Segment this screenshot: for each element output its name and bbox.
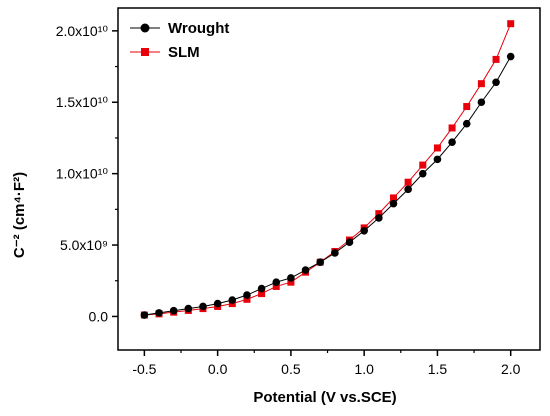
data-point [433, 155, 442, 164]
data-point [272, 278, 281, 286]
data-point [258, 290, 266, 298]
data-point [155, 309, 163, 317]
y-axis-title: C⁻² (cm⁴·F²) [11, 172, 28, 258]
data-point [492, 55, 500, 63]
series-slm [140, 20, 515, 319]
data-point [184, 304, 193, 313]
legend-marker [140, 23, 150, 33]
series-line [144, 56, 512, 316]
series-wrought [140, 52, 515, 319]
x-axis-title: Potential (V vs.SCE) [253, 389, 396, 406]
x-tick-label: -0.5 [132, 361, 156, 377]
data-point [477, 98, 486, 107]
data-point [199, 302, 207, 311]
data-point [345, 238, 354, 246]
legend-item: SLM [130, 44, 200, 61]
y-tick-label: 2.0x10¹⁰ [56, 23, 109, 39]
data-point [316, 258, 325, 266]
data-point [404, 178, 412, 186]
data-point [228, 296, 237, 304]
data-point [389, 199, 398, 208]
data-point [140, 311, 149, 319]
x-tick-label: 0.0 [208, 361, 228, 377]
data-point [272, 282, 280, 290]
data-point [213, 299, 222, 308]
series-line [144, 23, 512, 316]
data-point [169, 306, 178, 315]
data-point [404, 185, 412, 194]
data-point [375, 214, 383, 222]
data-point [492, 78, 500, 87]
data-point [375, 210, 383, 218]
legend-label: Wrought [168, 20, 229, 37]
legend-label: SLM [168, 44, 200, 61]
axes-layer: -0.5 0.0 0.5 1.0 1.5 2.0 0.0 5.0x10⁹ 1.0x10¹⁰ 1.5… [56, 23, 521, 377]
x-tick-label: 1.0 [354, 361, 374, 377]
data-point [419, 161, 427, 169]
y-tick-label: 1.0x10¹⁰ [56, 166, 109, 182]
data-point [287, 274, 295, 282]
legend-marker [141, 48, 149, 56]
y-tick-label: 1.5x10¹⁰ [56, 94, 109, 110]
x-tick-label: 2.0 [501, 361, 521, 377]
x-tick-label: 1.5 [428, 361, 448, 377]
data-point [448, 138, 456, 147]
legend-item: Wrought [130, 20, 229, 37]
data-point [389, 194, 397, 202]
data-point [287, 278, 295, 286]
y-tick-label: 5.0x10⁹ [60, 237, 108, 253]
legend: Wrought SLM [130, 20, 229, 61]
data-point [448, 124, 456, 132]
data-point [462, 119, 471, 128]
y-tick-label: 0.0 [89, 308, 109, 324]
plot-area [117, 7, 541, 351]
data-point [243, 295, 251, 303]
data-point [433, 144, 441, 152]
data-point [360, 226, 368, 235]
series-layer [140, 20, 515, 319]
data-point [507, 20, 515, 28]
x-tick-label: 0.5 [281, 361, 301, 377]
data-point [243, 291, 251, 299]
data-point [506, 52, 515, 61]
plot-frame [117, 7, 541, 351]
data-point [477, 80, 485, 88]
data-point [463, 103, 471, 111]
data-point [418, 169, 427, 178]
data-point [301, 266, 310, 274]
data-point [331, 249, 339, 257]
data-point [257, 284, 266, 293]
